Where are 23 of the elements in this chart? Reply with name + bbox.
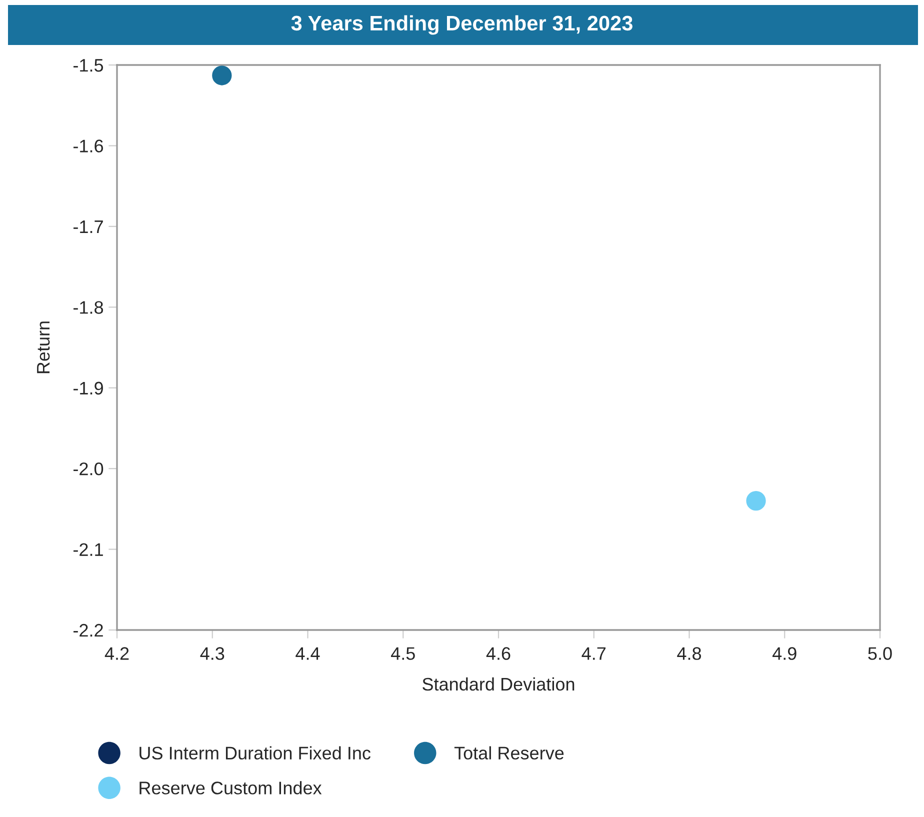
y-tick-label: -1.8: [74, 301, 104, 314]
x-tick-label: 4.8: [677, 647, 702, 660]
x-axis-title: Standard Deviation: [422, 677, 574, 691]
x-tick-label: 4.5: [390, 647, 415, 660]
y-tick-label: -1.5: [74, 59, 104, 72]
legend-label: Total Reserve: [454, 746, 564, 760]
x-tick-label: 4.2: [104, 647, 129, 660]
x-tick-label: 5.0: [868, 647, 892, 660]
y-tick-label: -1.9: [74, 382, 103, 395]
x-tick-label: 4.6: [486, 647, 510, 660]
y-tick-label: -1.7: [74, 220, 103, 233]
x-tick-label: 4.3: [200, 647, 224, 660]
x-tick-label: 4.9: [772, 647, 796, 660]
legend-label: Reserve Custom Index: [140, 781, 322, 794]
x-tick-label: 4.7: [582, 647, 606, 660]
y-tick-label: -2.0: [74, 462, 104, 476]
y-tick-label: -2.2: [74, 624, 103, 637]
x-tick-label: 4.4: [296, 647, 320, 660]
legend-label: US Interm Duration Fixed Inc: [140, 746, 371, 760]
y-tick-label: -2.1: [74, 543, 103, 556]
y-tick-label: -1.6: [74, 140, 104, 152]
chart-title: 3 Years Ending December 31, 2023: [291, 15, 632, 35]
y-axis-title: Return: [37, 322, 50, 374]
